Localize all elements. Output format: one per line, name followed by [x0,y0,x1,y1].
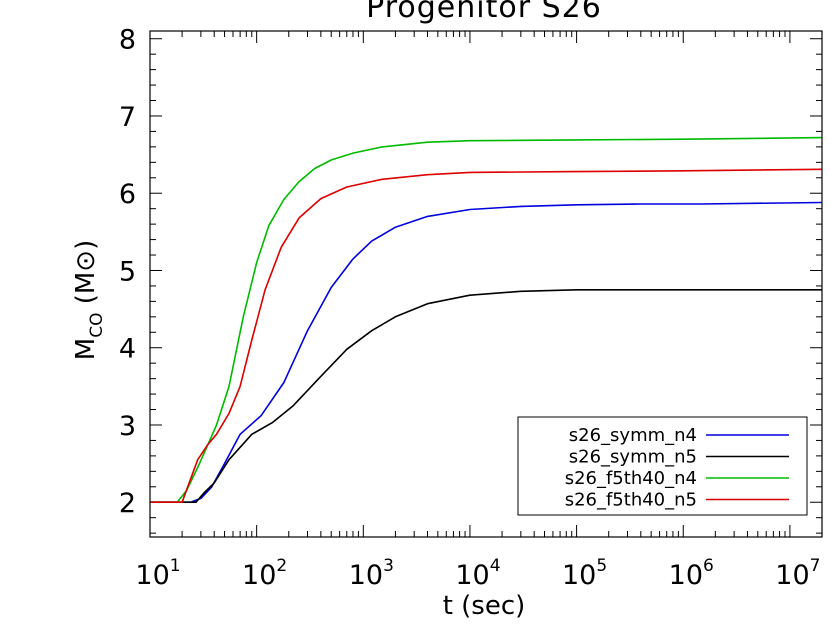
plot-frame [149,30,823,538]
series-lines [150,136,823,504]
y-tick-labels: 2 3 4 5 6 7 8 [119,25,136,520]
y-tick-label: 7 [119,102,136,133]
x-axis-title: t (sec) [443,591,526,621]
y-tick-label: 2 [119,488,136,519]
x-tick-label: 103 [349,556,394,591]
x-tick-label: 104 [455,556,500,591]
y-tick-label: 5 [119,256,136,287]
chart-title: Progenitor S26 [366,0,602,25]
y-axis-title: MCO (M⊙) [71,240,107,360]
legend-label-s26_symm_n5: s26_symm_n5 [569,447,697,468]
legend-label-s26_f5th40_n4: s26_f5th40_n4 [565,468,697,489]
y-tick-label: 8 [119,25,136,56]
y-tick-label: 4 [119,334,136,365]
legend-label-s26_f5th40_n5: s26_f5th40_n5 [565,490,697,511]
x-tick-label: 105 [562,556,607,591]
legend-box [517,416,808,516]
y-tick-label: 6 [119,179,136,210]
series-line-s26_f5th40_n5 [150,168,823,504]
y-tick-label: 3 [119,411,136,442]
y-axis-title-sub: CO [87,313,107,338]
x-tick-label: 101 [135,556,180,591]
x-tick-label: 102 [242,556,287,591]
series-line-s26_symm_n5 [150,288,822,504]
axis-ticks [149,31,823,537]
series-line-s26_f5th40_n4 [150,136,823,504]
y-axis-title-main: M [71,338,101,360]
x-tick-label: 106 [669,556,714,591]
series-line-s26_symm_n4 [150,201,823,504]
y-axis-title-unit: (M⊙) [71,240,101,305]
legend: s26_symm_n4s26_symm_n5s26_f5th40_n4s26_f… [517,416,808,516]
x-tick-label: 107 [775,556,820,591]
legend-label-s26_symm_n4: s26_symm_n4 [569,425,697,446]
x-tick-labels: 101 102 103 104 105 106 107 [135,556,820,591]
svg-text:MCO (M⊙): MCO (M⊙) [71,240,107,360]
